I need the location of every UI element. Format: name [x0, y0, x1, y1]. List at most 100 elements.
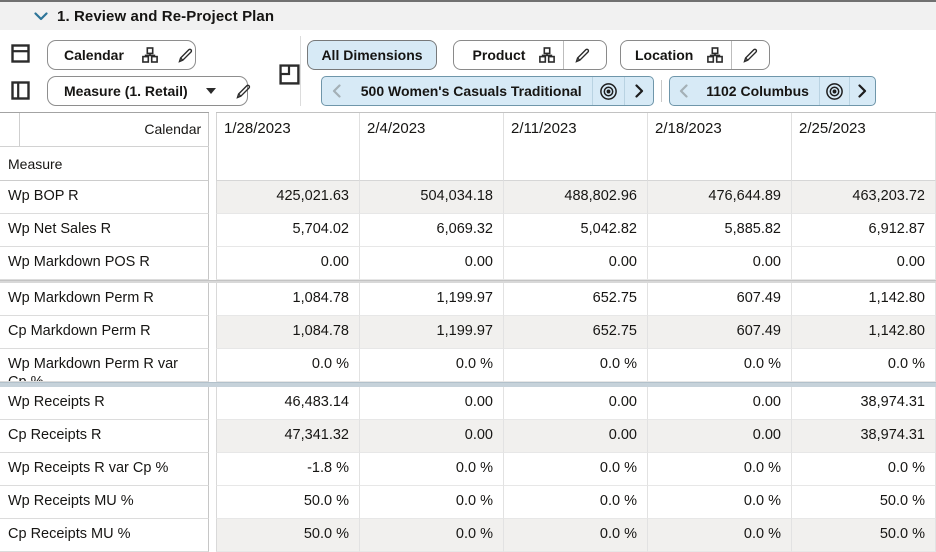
value-cell[interactable]: 6,069.32	[360, 214, 504, 247]
value-cell[interactable]: 50.0 %	[792, 486, 936, 519]
value-cell[interactable]: 5,704.02	[216, 214, 360, 247]
value-cell[interactable]: 0.0 %	[360, 453, 504, 486]
value-cell[interactable]: 0.0 %	[648, 486, 792, 519]
value-cell[interactable]: 652.75	[504, 283, 648, 316]
column-header[interactable]: 2/4/2023	[360, 113, 504, 181]
value-cell[interactable]: 0.0 %	[216, 349, 360, 382]
value-cell[interactable]: 38,974.31	[792, 387, 936, 420]
row-header[interactable]: Cp Receipts MU %	[0, 519, 210, 552]
columns-axis-icon[interactable]	[11, 81, 30, 100]
edit-product-button[interactable]	[564, 41, 601, 69]
prev-location-chevron-icon[interactable]	[670, 77, 696, 105]
table-row: Wp Receipts R 46,483.14 0.00 0.00 0.00 38,974…	[0, 387, 936, 420]
row-header[interactable]: Wp Markdown POS R	[0, 247, 210, 280]
target-icon[interactable]	[818, 77, 849, 105]
value-cell[interactable]: 607.49	[648, 316, 792, 349]
value-cell[interactable]: -1.8 %	[216, 453, 360, 486]
value-cell[interactable]: 0.00	[504, 247, 648, 280]
value-cell[interactable]: 463,203.72	[792, 181, 936, 214]
product-dimension-button[interactable]: Product	[453, 40, 607, 70]
value-cell[interactable]: 0.00	[648, 387, 792, 420]
rows-dimension-button[interactable]: Calendar	[47, 40, 196, 70]
value-cell[interactable]: 6,912.87	[792, 214, 936, 247]
value-cell[interactable]: 0.0 %	[648, 519, 792, 552]
gutter	[209, 283, 216, 316]
value-cell[interactable]: 0.0 %	[504, 453, 648, 486]
value-cell[interactable]: 1,142.80	[792, 283, 936, 316]
row-header[interactable]: Wp Receipts R var Cp %	[0, 453, 210, 486]
value-cell[interactable]: 0.00	[504, 387, 648, 420]
table-row: Cp Markdown Perm R 1,084.78 1,199.97 652.75…	[0, 316, 936, 349]
value-cell[interactable]: 0.0 %	[792, 453, 936, 486]
rows-axis-icon[interactable]	[11, 44, 30, 63]
value-cell[interactable]: 476,644.89	[648, 181, 792, 214]
next-product-chevron-icon[interactable]	[624, 77, 653, 105]
value-cell[interactable]: 425,021.63	[216, 181, 360, 214]
column-header[interactable]: 2/25/2023	[792, 113, 936, 181]
columns-dimension-dropdown[interactable]: Measure (1. Retail)	[47, 76, 250, 106]
column-header[interactable]: 2/18/2023	[648, 113, 792, 181]
value-cell[interactable]: 0.0 %	[792, 349, 936, 382]
value-cell[interactable]: 0.00	[648, 247, 792, 280]
next-location-chevron-icon[interactable]	[848, 77, 875, 105]
value-cell[interactable]: 0.00	[360, 247, 504, 280]
value-cell[interactable]: 1,142.80	[792, 316, 936, 349]
value-cell[interactable]: 50.0 %	[216, 486, 360, 519]
value-cell[interactable]: 46,483.14	[216, 387, 360, 420]
prev-product-chevron-icon[interactable]	[322, 77, 351, 105]
row-header[interactable]: Wp BOP R	[0, 181, 210, 214]
row-header[interactable]: Wp Net Sales R	[0, 214, 210, 247]
page-axis-icon[interactable]	[279, 64, 300, 85]
value-cell[interactable]: 50.0 %	[792, 519, 936, 552]
row-header[interactable]: Wp Markdown Perm R	[0, 283, 210, 316]
location-dimension-button[interactable]: Location	[620, 40, 770, 70]
value-cell[interactable]: 0.0 %	[504, 519, 648, 552]
value-cell[interactable]: 47,341.32	[216, 420, 360, 453]
value-cell[interactable]: 0.0 %	[360, 519, 504, 552]
value-cell[interactable]: 50.0 %	[216, 519, 360, 552]
value-cell[interactable]: 0.00	[360, 420, 504, 453]
all-dimensions-button[interactable]: All Dimensions	[307, 40, 437, 70]
value-cell[interactable]: 5,885.82	[648, 214, 792, 247]
value-cell[interactable]: 5,042.82	[504, 214, 648, 247]
column-header[interactable]: 1/28/2023	[216, 113, 360, 181]
row-header[interactable]: Wp Receipts R	[0, 387, 210, 420]
location-slice-label[interactable]: 1102 Columbus	[706, 83, 809, 99]
product-slice-label[interactable]: 500 Women's Casuals Traditional	[360, 83, 582, 99]
value-cell[interactable]: 0.00	[792, 247, 936, 280]
row-header-label: Wp Net Sales R	[8, 221, 112, 237]
value-cell[interactable]: 0.0 %	[504, 486, 648, 519]
value-cell[interactable]: 0.00	[360, 387, 504, 420]
product-label: Product	[472, 47, 526, 63]
row-header[interactable]: Cp Markdown Perm R	[0, 316, 210, 349]
target-icon[interactable]	[591, 77, 624, 105]
value-cell[interactable]: 1,199.97	[360, 283, 504, 316]
value-cell[interactable]: 0.0 %	[360, 486, 504, 519]
row-header[interactable]: Wp Receipts MU %	[0, 486, 210, 519]
value-cell[interactable]: 1,199.97	[360, 316, 504, 349]
value-cell[interactable]: 0.00	[648, 420, 792, 453]
edit-columns-button[interactable]	[224, 77, 263, 105]
edit-location-button[interactable]	[732, 41, 769, 69]
row-header[interactable]: Wp Markdown Perm R var Cp %	[0, 349, 210, 382]
value-cell[interactable]: 488,802.96	[504, 181, 648, 214]
value-cell[interactable]: 38,974.31	[792, 420, 936, 453]
row-header[interactable]: Cp Receipts R	[0, 420, 210, 453]
value-cell[interactable]: 0.00	[216, 247, 360, 280]
value-cell[interactable]: 0.00	[504, 420, 648, 453]
value-cell[interactable]: 0.0 %	[360, 349, 504, 382]
value-cell[interactable]: 504,034.18	[360, 181, 504, 214]
value-cell[interactable]: 0.0 %	[648, 349, 792, 382]
value-cell[interactable]: 0.0 %	[648, 453, 792, 486]
value-cell[interactable]: 1,084.78	[216, 283, 360, 316]
value-cell[interactable]: 652.75	[504, 316, 648, 349]
row-cells: 425,021.63 504,034.18 488,802.96 476,644.89…	[216, 181, 936, 214]
location-label: Location	[635, 47, 694, 63]
value-cell[interactable]: 607.49	[648, 283, 792, 316]
column-header[interactable]: 2/11/2023	[504, 113, 648, 181]
value-cell[interactable]: 0.0 %	[504, 349, 648, 382]
edit-rows-button[interactable]	[166, 41, 205, 69]
section-header[interactable]: 1. Review and Re-Project Plan	[0, 0, 936, 30]
collapse-chevron-icon[interactable]	[34, 11, 48, 21]
value-cell[interactable]: 1,084.78	[216, 316, 360, 349]
